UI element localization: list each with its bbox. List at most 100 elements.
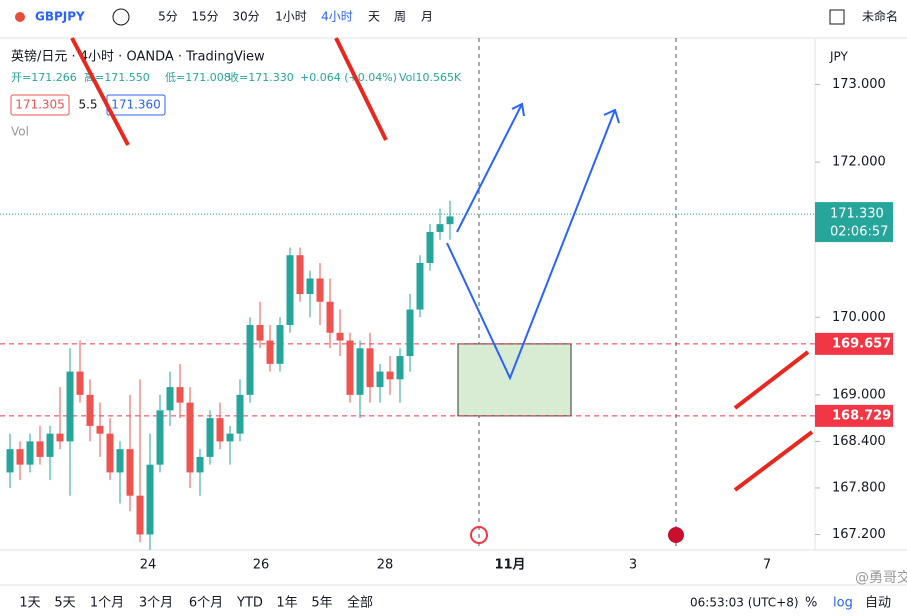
ask: 171.360 [111,98,161,112]
bid: 171.305 [15,98,65,112]
candle-body [246,325,254,395]
red-arrow [733,350,810,410]
candle-body [56,433,64,442]
blue-projection [446,109,616,381]
candle-body [96,425,104,434]
watermark: @勇哥交易 [855,569,907,586]
interval[interactable]: 月 [421,10,433,24]
range-button[interactable]: 1年 [276,596,297,611]
interval[interactable]: 天 [368,10,380,24]
range-button[interactable]: 1天 [19,596,40,611]
range-button[interactable]: YTD [236,596,263,611]
range-button[interactable]: 全部 [347,595,373,611]
log-toggle[interactable]: log [833,596,853,611]
ohlc-value: 收=171.330 [228,70,294,84]
ohlc-value: 低=171.008 [165,71,231,84]
range-button[interactable]: 5年 [311,596,332,611]
candle-body [106,433,114,473]
candle-body [36,441,44,457]
candle-body [186,402,194,473]
arrow-head [603,108,620,124]
x-tick-label: 28 [377,558,394,573]
candle-body [256,325,264,341]
red-arrow [70,37,130,146]
arrow-head [511,102,525,117]
candle-body [146,464,154,535]
candle-body [126,449,134,496]
flag-marker [668,527,684,543]
candle-body [386,371,394,380]
candle-body [16,449,24,465]
candle-body [236,394,244,434]
candle-body [416,262,424,310]
checkbox[interactable] [829,9,845,25]
candle-body [316,278,324,302]
volume-label: Vol [11,125,29,139]
price-level-tag [815,404,893,427]
price-level-tag [815,332,893,355]
y-tick-label: 173.000 [832,77,886,92]
last-price-tag [815,202,893,243]
ohlc-value: 高=171.550 [84,70,150,84]
x-tick-label: 11月 [494,558,525,573]
candle-body [266,340,274,364]
candle-body [136,495,144,535]
ohlc-value: +0.064 (+0.04%) [300,71,397,84]
bid-box[interactable] [10,94,70,116]
candle-body [446,216,454,225]
red-arrow [733,430,814,492]
candle-body [66,371,74,442]
x-tick-label: 26 [253,558,270,573]
clock: 06:53:03 (UTC+8) [690,596,799,610]
price-level-label: 168.729 [832,408,891,423]
currency[interactable]: JPY [829,50,849,64]
legend-title: 英镑/日元 · 4小时 · OANDA · TradingView [11,49,265,65]
last-price-label: 171.330 [830,207,884,222]
layout-name[interactable]: 未命名 [862,9,898,24]
candle-body [346,340,354,395]
candle-body [276,325,284,364]
range-button[interactable]: 3个月 [139,596,173,611]
spread: 5.5 [78,98,97,112]
candle-body [6,449,14,473]
ohlc-value: Vol10.565K [399,71,462,84]
candle-body [226,433,234,442]
candle-body [436,224,444,232]
interval[interactable]: 15分 [191,10,218,24]
countdown: 02:06:57 [830,225,888,240]
candle-body [196,456,204,473]
interval[interactable]: 30分 [232,10,259,24]
candle-body [326,301,334,333]
interval[interactable]: 5分 [158,10,178,24]
zone-box [457,343,572,417]
symbol[interactable]: GBPJPY [35,10,85,24]
y-tick-label: 170.000 [832,310,886,325]
interval[interactable]: 1小时 [275,10,307,24]
y-tick-label: 168.400 [832,434,886,449]
interval[interactable]: 4小时 [321,10,353,24]
event-marker [470,526,488,544]
candle-body [206,418,214,457]
candle-body [296,255,304,294]
range-button[interactable]: 6个月 [189,596,223,611]
candle-body [286,255,294,326]
percent-toggle[interactable]: % [805,596,817,611]
auto-toggle[interactable]: 自动 [865,596,891,611]
candle-body [86,394,94,426]
y-tick-label: 169.000 [832,387,886,402]
interval[interactable]: 周 [394,10,406,24]
range-button[interactable]: 1个月 [90,596,124,611]
x-tick-label: 24 [140,558,157,573]
add-symbol[interactable] [112,8,130,26]
y-tick-label: 167.800 [832,480,886,495]
candle-body [76,371,84,395]
candle-body [376,371,384,388]
candle-body [26,441,34,465]
candle-body [216,418,224,442]
blue-projection [456,103,523,233]
candle-body [176,387,184,403]
candle-body [116,449,124,473]
range-button[interactable]: 5天 [54,596,75,611]
